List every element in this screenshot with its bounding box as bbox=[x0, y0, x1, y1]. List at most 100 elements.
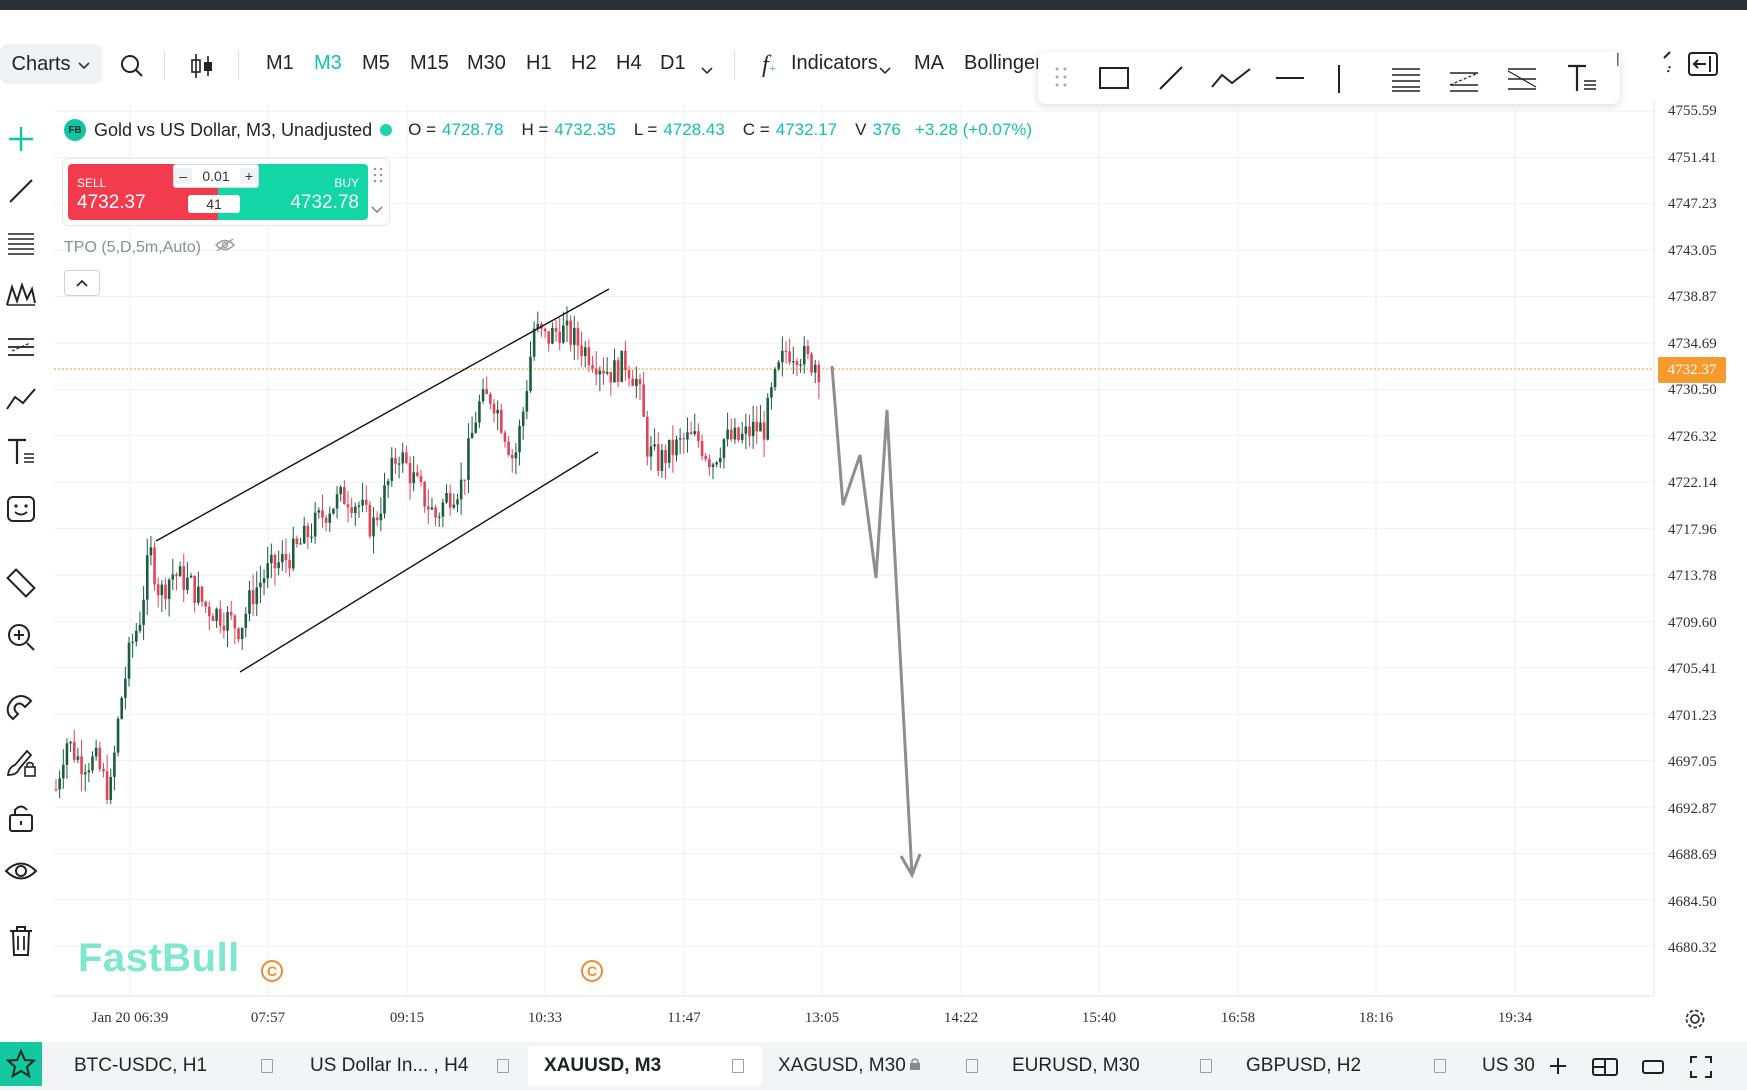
candle-body bbox=[635, 379, 638, 386]
quantity-stepper[interactable]: – 0.01 + bbox=[173, 164, 259, 188]
tab-xauusd[interactable]: XAUUSD, M3 bbox=[528, 1046, 762, 1086]
eye-icon[interactable] bbox=[0, 850, 42, 892]
toolbar-overflow-icon[interactable]: | bbox=[1616, 50, 1620, 66]
candle-body bbox=[711, 464, 715, 468]
tab-detach-icon[interactable] bbox=[966, 1059, 978, 1073]
quantity-value[interactable]: 0.01 bbox=[202, 168, 230, 184]
brush-lock-icon[interactable] bbox=[0, 742, 42, 784]
text-icon[interactable] bbox=[0, 430, 42, 472]
timeframe-h4[interactable]: H4 bbox=[616, 52, 642, 74]
timeframe-m15[interactable]: M15 bbox=[410, 52, 449, 74]
bollinger-button[interactable]: Bollinger bbox=[964, 52, 1042, 74]
unlock-icon[interactable] bbox=[0, 796, 42, 838]
star-icon[interactable] bbox=[0, 1042, 42, 1086]
timeframe-d1[interactable]: D1 bbox=[660, 52, 686, 74]
tab-detach-icon[interactable] bbox=[1434, 1059, 1446, 1073]
low-value: 4728.43 bbox=[663, 120, 725, 139]
vertical-line-tool-icon[interactable] bbox=[1334, 63, 1344, 100]
candle-body bbox=[343, 487, 346, 505]
charts-menu-button[interactable]: Charts bbox=[0, 44, 102, 84]
eye-hidden-icon[interactable] bbox=[214, 238, 235, 257]
drag-handle-icon[interactable] bbox=[1054, 66, 1068, 93]
tab-detach-icon[interactable] bbox=[261, 1059, 273, 1073]
candle-body bbox=[547, 331, 551, 344]
timeframe-m5[interactable]: M5 bbox=[362, 52, 390, 74]
candle-body bbox=[620, 350, 624, 382]
close-label: C = bbox=[742, 120, 770, 139]
toolbar-divider bbox=[164, 50, 165, 80]
candle-body bbox=[759, 422, 762, 432]
pattern-icon[interactable] bbox=[0, 274, 42, 316]
fullscreen-icon[interactable] bbox=[1690, 1056, 1712, 1083]
indicators-button[interactable]: Indicators bbox=[791, 52, 878, 74]
tpo-indicator-legend[interactable]: TPO (5,D,5m,Auto) bbox=[64, 238, 235, 257]
magnet-icon[interactable] bbox=[0, 688, 42, 730]
layout-grid-icon[interactable] bbox=[1592, 1058, 1618, 1081]
horizontal-lines-icon[interactable] bbox=[0, 326, 42, 368]
tab-btc-usdc[interactable]: BTC-USDC, H1 bbox=[56, 1046, 282, 1086]
emoji-icon[interactable] bbox=[0, 488, 42, 530]
timeframe-m1[interactable]: M1 bbox=[266, 52, 294, 74]
trendline-icon[interactable] bbox=[0, 170, 42, 212]
trash-icon[interactable] bbox=[0, 920, 42, 962]
tab-detach-icon[interactable] bbox=[1200, 1059, 1212, 1073]
indicators-chevron-icon[interactable] bbox=[879, 62, 891, 80]
timeframe-h1[interactable]: H1 bbox=[526, 52, 552, 74]
single-layout-icon[interactable] bbox=[1642, 1060, 1664, 1079]
parallel-channel-tool-icon[interactable] bbox=[1448, 65, 1480, 98]
candle-body bbox=[715, 462, 718, 465]
time-tick: 09:15 bbox=[389, 1010, 425, 1026]
increase-quantity-button[interactable]: + bbox=[240, 168, 258, 184]
path-icon[interactable] bbox=[0, 378, 42, 420]
price-chart[interactable] bbox=[0, 0, 1747, 1000]
line-tool-icon[interactable] bbox=[1158, 65, 1184, 96]
symbol-title[interactable]: Gold vs US Dollar, M3, Unadjusted bbox=[94, 119, 373, 140]
high-value: 4732.35 bbox=[554, 120, 616, 139]
text-tool-icon[interactable] bbox=[1566, 63, 1598, 98]
tab-gbpusd[interactable]: GBPUSD, H2 bbox=[1230, 1046, 1464, 1086]
candle-body bbox=[211, 616, 215, 621]
decrease-quantity-button[interactable]: – bbox=[174, 168, 192, 184]
timeframe-more-chevron-icon[interactable] bbox=[701, 62, 713, 80]
buy-button[interactable]: BUY 4732.78 bbox=[218, 164, 368, 220]
tab-eurusd[interactable]: EURUSD, M30 bbox=[996, 1046, 1230, 1086]
open-value: 4728.78 bbox=[442, 120, 504, 139]
candle-body bbox=[120, 697, 123, 719]
regression-channel-tool-icon[interactable] bbox=[1506, 65, 1538, 98]
settings-icon[interactable] bbox=[1684, 1008, 1706, 1035]
timeframe-m30[interactable]: M30 bbox=[467, 52, 506, 74]
fib-icon[interactable] bbox=[0, 222, 42, 264]
tab-us30[interactable]: US 30 bbox=[1466, 1046, 1546, 1086]
back-arrow-icon[interactable] bbox=[1660, 50, 1676, 79]
zoom-in-icon[interactable] bbox=[0, 616, 42, 658]
collapse-panel-icon[interactable] bbox=[1688, 52, 1718, 81]
candle-body bbox=[704, 456, 707, 460]
ruler-icon[interactable] bbox=[0, 562, 42, 604]
tab-detach-icon[interactable] bbox=[732, 1059, 744, 1073]
crosshair-icon[interactable] bbox=[0, 118, 42, 160]
candle-body bbox=[569, 320, 572, 345]
price-tick: 4692.87 bbox=[1668, 801, 1717, 817]
panel-drag-handle-icon[interactable] bbox=[373, 167, 383, 188]
ma-button[interactable]: MA bbox=[914, 52, 944, 74]
fib-retracement-tool-icon[interactable] bbox=[1390, 65, 1422, 98]
candlestick-icon[interactable] bbox=[190, 52, 214, 85]
candle-body bbox=[463, 479, 467, 481]
candle-body bbox=[777, 362, 780, 369]
rectangle-tool-icon[interactable] bbox=[1098, 65, 1130, 96]
search-icon[interactable] bbox=[120, 54, 144, 83]
candle-body bbox=[624, 350, 627, 371]
tab-us-dollar-index[interactable]: US Dollar In... , H4 bbox=[292, 1046, 518, 1086]
horizontal-line-tool-icon[interactable] bbox=[1274, 65, 1306, 96]
candle-body bbox=[503, 432, 507, 442]
add-tab-icon[interactable] bbox=[1548, 1056, 1568, 1081]
polyline-tool-icon[interactable] bbox=[1210, 65, 1252, 96]
panel-expand-chevron-icon[interactable] bbox=[371, 201, 383, 219]
price-axis[interactable]: 4755.59 4751.41 4747.23 4743.05 4738.87 … bbox=[1650, 100, 1747, 1000]
tab-xagusd[interactable]: XAGUSD, M30 bbox=[762, 1046, 996, 1086]
price-tick: 4722.14 bbox=[1668, 475, 1717, 491]
timeframe-h2[interactable]: H2 bbox=[571, 52, 597, 74]
collapse-indicators-button[interactable] bbox=[64, 270, 100, 296]
timeframe-m3[interactable]: M3 bbox=[314, 52, 342, 74]
tab-detach-icon[interactable] bbox=[497, 1059, 509, 1073]
